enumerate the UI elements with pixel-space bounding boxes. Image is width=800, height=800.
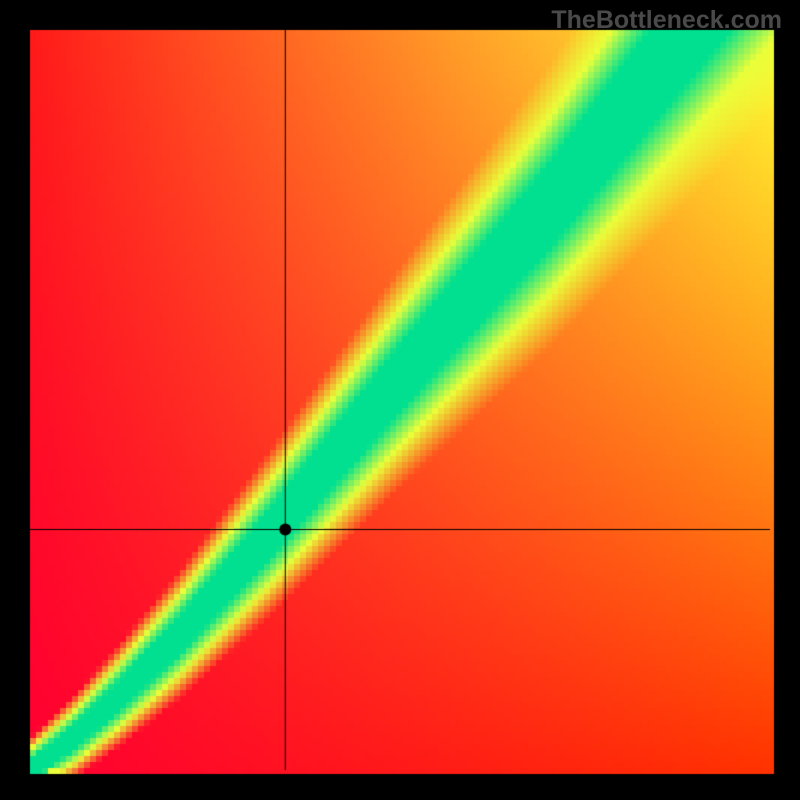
chart-container: TheBottleneck.com <box>0 0 800 800</box>
bottleneck-heatmap <box>0 0 800 800</box>
watermark-text: TheBottleneck.com <box>551 6 782 35</box>
